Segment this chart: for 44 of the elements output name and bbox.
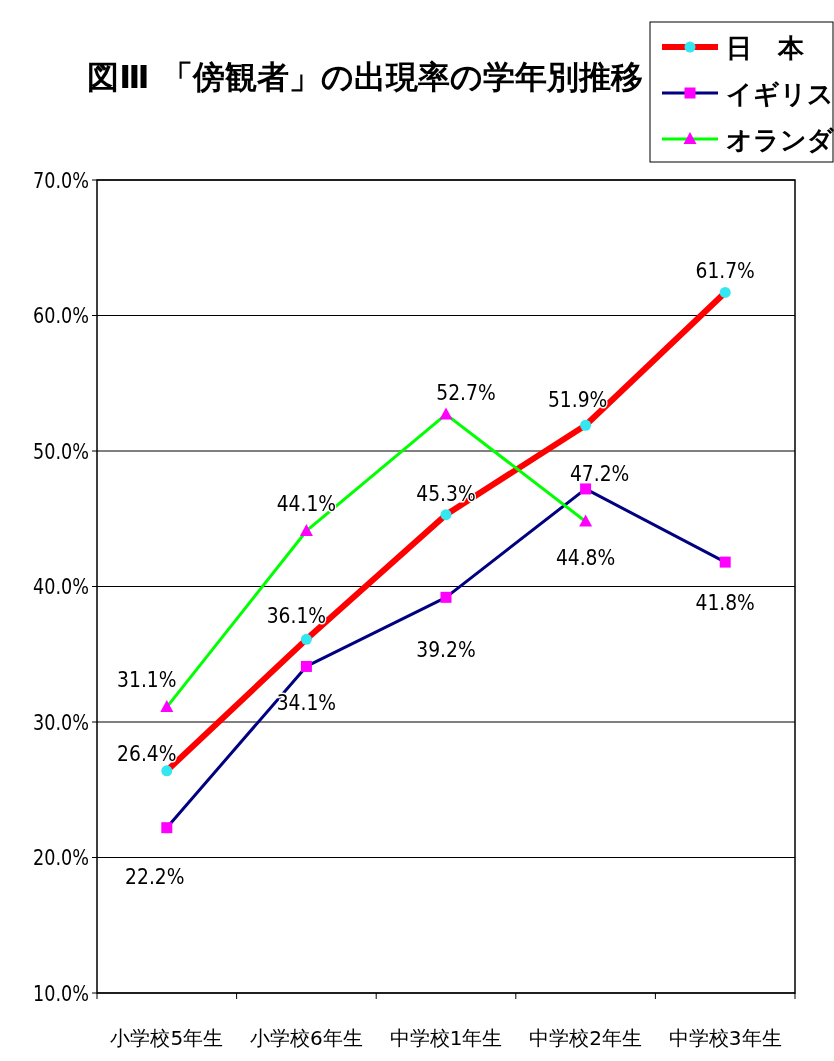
point [299, 523, 313, 536]
point [580, 483, 592, 495]
y-tick-label: 10.0% [33, 981, 89, 1007]
x-tick-label: 中学校1年生 [389, 1026, 503, 1050]
data-label: 45.3% [416, 480, 476, 507]
legend-label: イギリス [726, 79, 834, 109]
x-tick-label: 中学校3年生 [668, 1026, 782, 1050]
y-tick-label: 30.0% [33, 710, 89, 736]
point [440, 509, 452, 521]
data-label: 44.8% [555, 544, 616, 571]
data-label: 47.2% [569, 460, 630, 487]
data-label: 36.1% [266, 602, 327, 629]
data-label: 52.7% [436, 379, 496, 406]
data-label: 26.4% [117, 740, 177, 767]
data-label: 39.2% [416, 636, 476, 663]
point [580, 419, 592, 431]
data-label: 22.2% [125, 863, 185, 890]
y-tick-label: 20.0% [33, 845, 89, 872]
data-label: 44.1% [276, 490, 337, 517]
point [439, 407, 453, 420]
data-label: 51.9% [547, 386, 608, 413]
y-tick-label: 40.0% [33, 574, 89, 601]
data-label: 61.7% [695, 257, 755, 284]
y-tick-label: 60.0% [33, 303, 89, 330]
x-tick-label: 小学校5年生 [110, 1026, 224, 1050]
point [161, 765, 173, 777]
chart-title: 図Ⅲ 「傍観者」の出現率の学年別推移 [87, 58, 643, 96]
point [579, 514, 593, 527]
legend-label: オランダ [726, 125, 834, 155]
point [161, 822, 173, 834]
x-tick-label: 小学校6年生 [250, 1026, 363, 1050]
y-tick-label: 70.0% [33, 168, 89, 194]
legend-label: 日 本 [726, 33, 805, 63]
point [719, 286, 731, 298]
point [300, 633, 312, 645]
data-label: 31.1% [117, 666, 177, 693]
data-label: 34.1% [276, 689, 337, 716]
x-tick-label: 中学校2年生 [529, 1026, 642, 1050]
point [300, 660, 312, 672]
point [719, 556, 731, 568]
y-tick-label: 50.0% [33, 439, 89, 465]
point [160, 700, 174, 713]
data-label: 41.8% [695, 589, 755, 616]
point [440, 591, 452, 603]
